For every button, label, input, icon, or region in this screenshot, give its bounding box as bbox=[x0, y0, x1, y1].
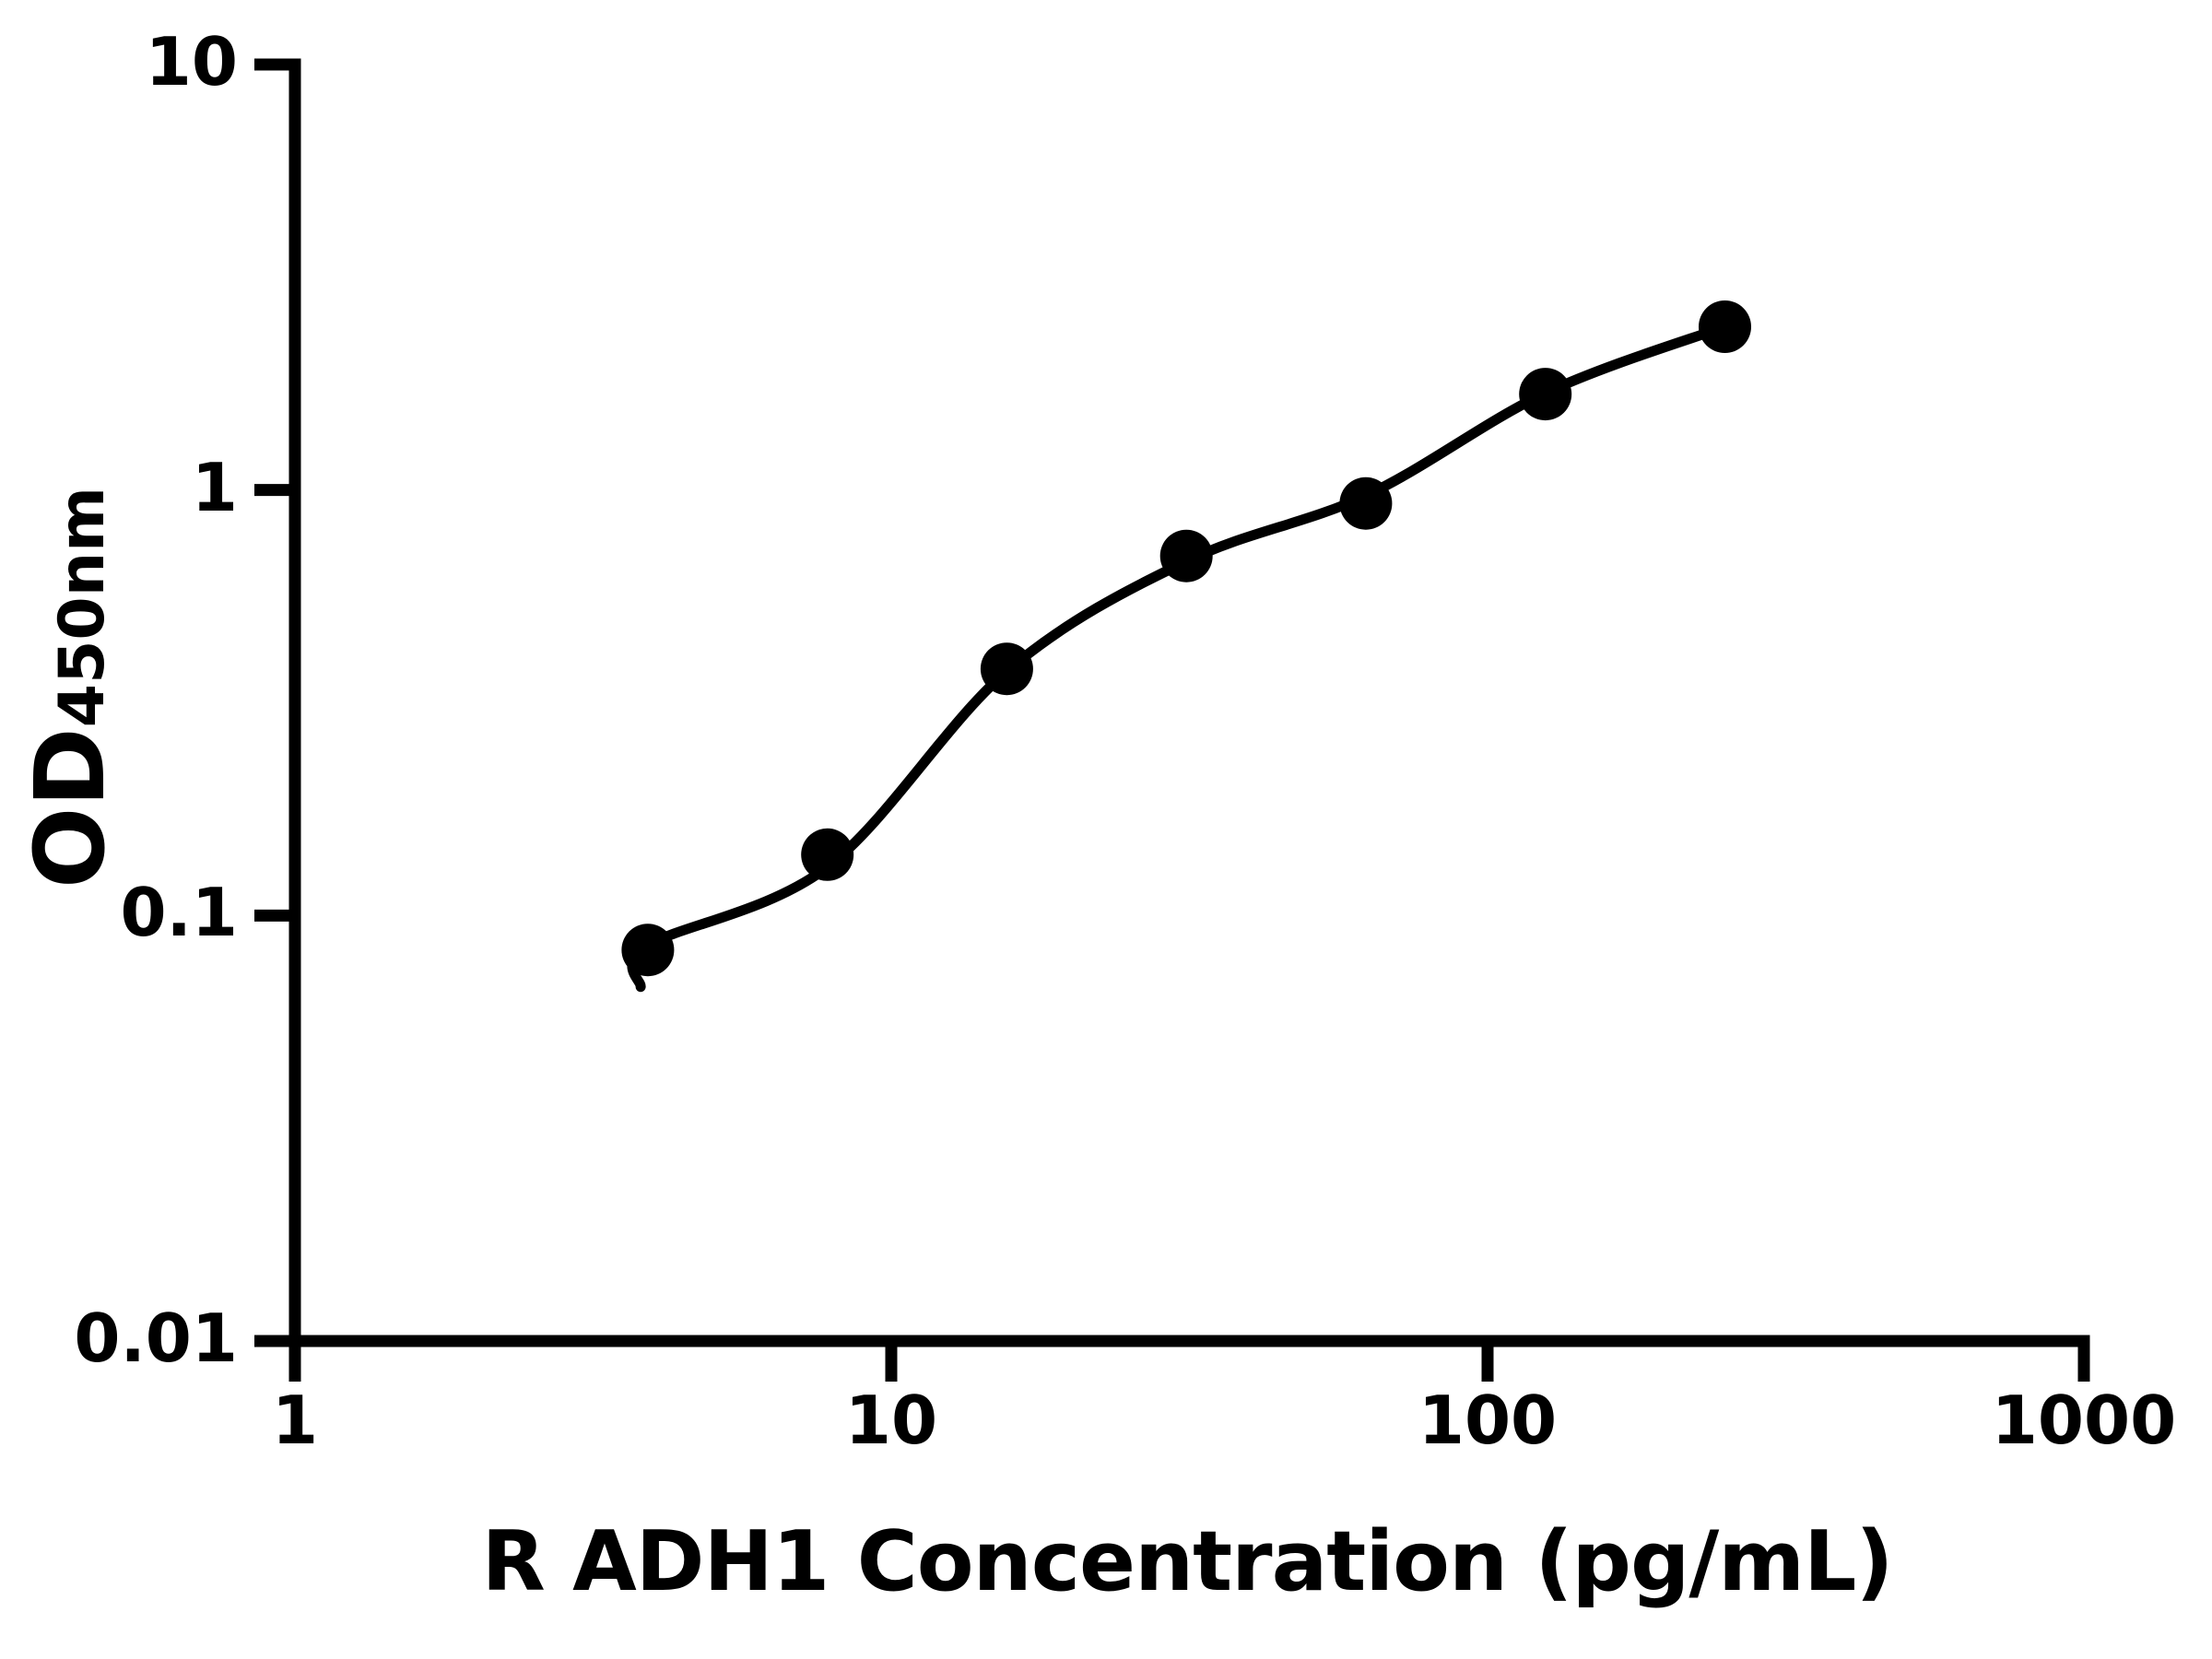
y-axis-title-subscript: 450nm bbox=[46, 487, 119, 728]
y-axis-title-main: OD bbox=[14, 727, 126, 888]
fit-curve bbox=[627, 322, 1730, 993]
data-point bbox=[1699, 300, 1751, 353]
x-tick-label: 1000 bbox=[1991, 1382, 2177, 1459]
data-point bbox=[1339, 477, 1393, 530]
data-point bbox=[621, 924, 675, 977]
y-tick-label: 0.1 bbox=[120, 874, 238, 952]
y-tick-label: 0.01 bbox=[74, 1300, 238, 1378]
axis-spine bbox=[288, 58, 2090, 1347]
y-axis-title: OD450nm bbox=[14, 487, 126, 888]
x-tick-label: 10 bbox=[844, 1382, 938, 1459]
y-tick-label: 1 bbox=[191, 448, 238, 526]
data-point bbox=[980, 642, 1033, 696]
x-axis-title: R ADH1 Concentration (pg/mL) bbox=[481, 1513, 1893, 1610]
x-tick-label: 100 bbox=[1418, 1382, 1558, 1459]
data-point bbox=[801, 828, 854, 881]
data-point bbox=[1159, 529, 1213, 582]
data-point bbox=[1519, 368, 1572, 421]
x-tick-label: 1 bbox=[271, 1382, 319, 1459]
y-tick-label: 10 bbox=[145, 23, 238, 101]
